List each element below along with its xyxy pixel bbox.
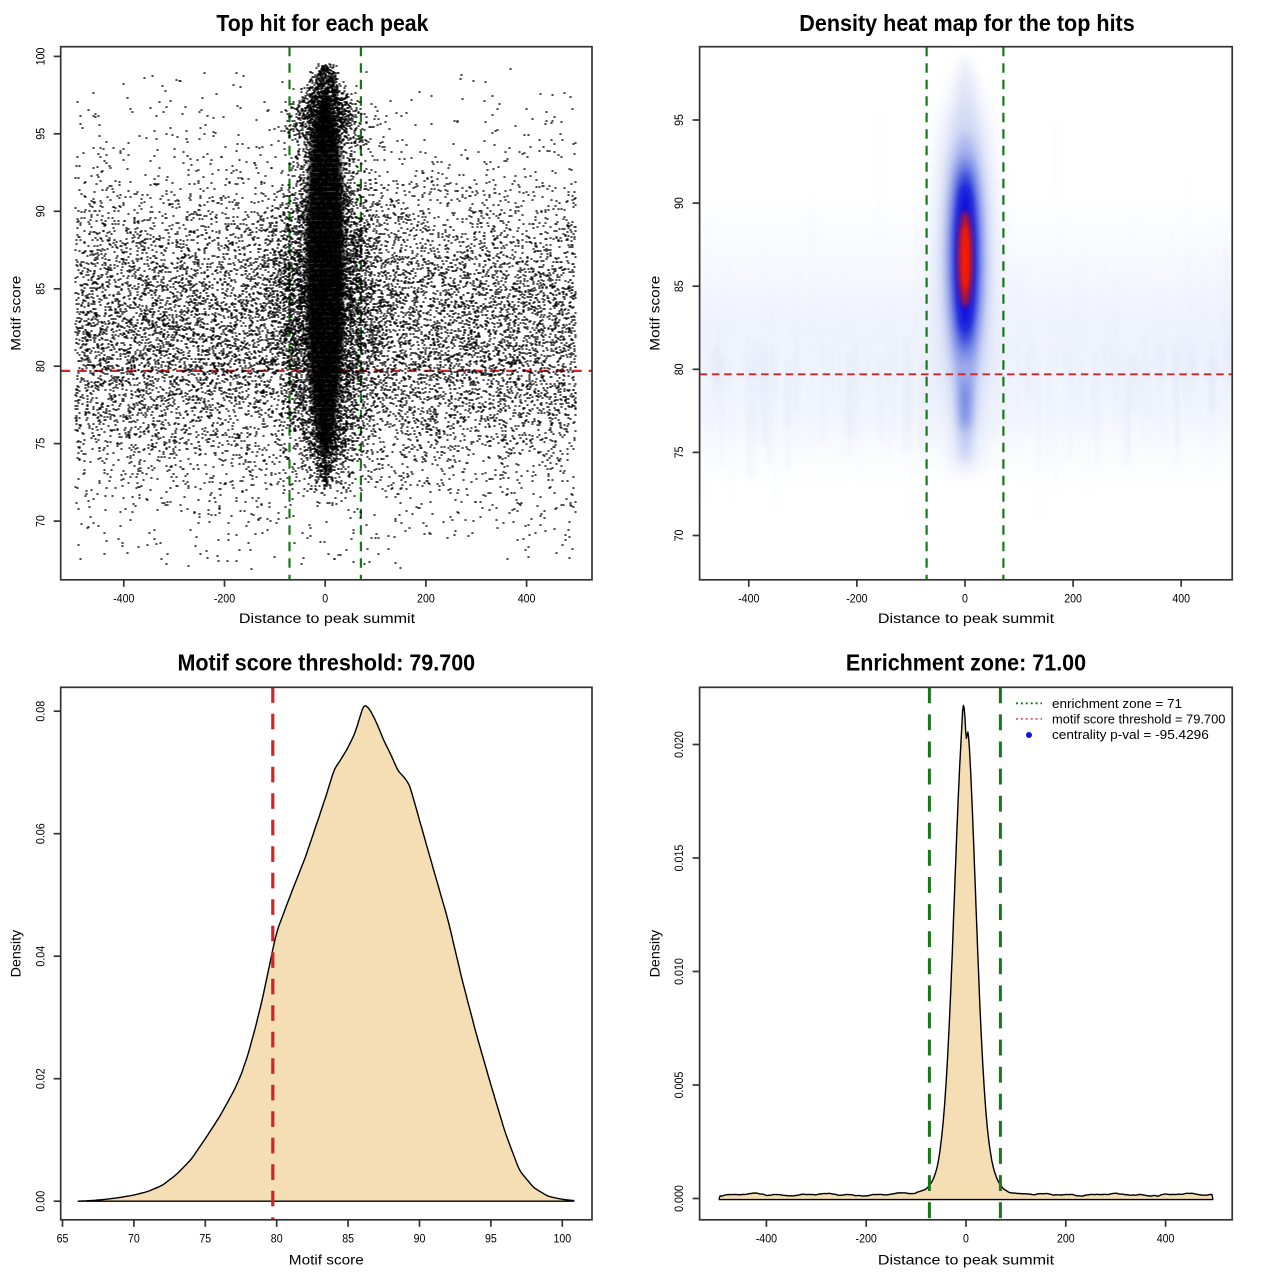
svg-text:70: 70 xyxy=(674,530,686,542)
svg-text:70: 70 xyxy=(35,515,47,527)
svg-text:200: 200 xyxy=(417,594,435,606)
svg-text:0: 0 xyxy=(322,594,328,606)
svg-text:Motif score: Motif score xyxy=(9,276,24,351)
svg-text:-400: -400 xyxy=(113,594,134,606)
svg-text:90: 90 xyxy=(674,197,686,209)
svg-text:75: 75 xyxy=(674,447,686,459)
svg-text:motif score threshold = 79.700: motif score threshold = 79.700 xyxy=(1052,713,1225,727)
svg-text:400: 400 xyxy=(1157,1234,1175,1246)
svg-text:-200: -200 xyxy=(846,594,867,606)
svg-text:Enrichment zone: 71.00: Enrichment zone: 71.00 xyxy=(846,650,1086,676)
svg-text:75: 75 xyxy=(35,438,47,450)
svg-text:200: 200 xyxy=(1064,594,1082,606)
svg-text:0: 0 xyxy=(963,1234,969,1246)
svg-text:85: 85 xyxy=(342,1234,354,1246)
svg-text:-400: -400 xyxy=(756,1234,777,1246)
svg-text:0.04: 0.04 xyxy=(35,945,47,966)
svg-text:100: 100 xyxy=(553,1234,571,1246)
svg-text:65: 65 xyxy=(57,1234,69,1246)
svg-text:0.000: 0.000 xyxy=(674,1185,686,1212)
svg-text:Motif score: Motif score xyxy=(289,1253,364,1268)
svg-text:0.010: 0.010 xyxy=(674,958,686,985)
svg-text:80: 80 xyxy=(35,360,47,372)
svg-text:0.06: 0.06 xyxy=(35,823,47,844)
svg-text:enrichment zone = 71: enrichment zone = 71 xyxy=(1052,697,1182,711)
svg-text:-400: -400 xyxy=(738,594,759,606)
svg-text:-200: -200 xyxy=(214,594,235,606)
svg-text:200: 200 xyxy=(1057,1234,1075,1246)
svg-text:400: 400 xyxy=(1172,594,1190,606)
svg-text:95: 95 xyxy=(674,114,686,126)
svg-text:0.00: 0.00 xyxy=(35,1191,47,1212)
svg-text:Distance to peak summit: Distance to peak summit xyxy=(878,611,1054,626)
svg-text:Motif score: Motif score xyxy=(648,276,663,351)
svg-text:80: 80 xyxy=(271,1234,283,1246)
svg-text:0.02: 0.02 xyxy=(35,1068,47,1089)
svg-text:0.005: 0.005 xyxy=(674,1072,686,1099)
svg-text:100: 100 xyxy=(35,48,47,66)
svg-text:400: 400 xyxy=(518,594,536,606)
svg-text:Density heat map for the top h: Density heat map for the top hits xyxy=(799,10,1135,36)
svg-text:90: 90 xyxy=(414,1234,426,1246)
svg-text:Density: Density xyxy=(9,930,24,978)
svg-text:Distance to peak summit: Distance to peak summit xyxy=(878,1253,1054,1268)
svg-text:0.08: 0.08 xyxy=(35,701,47,722)
svg-text:Top hit for each peak: Top hit for each peak xyxy=(216,10,429,36)
svg-text:centrality p-val = -95.4296: centrality p-val = -95.4296 xyxy=(1052,728,1209,742)
svg-text:90: 90 xyxy=(35,205,47,217)
svg-text:0.015: 0.015 xyxy=(674,845,686,872)
svg-text:85: 85 xyxy=(35,283,47,295)
svg-text:95: 95 xyxy=(485,1234,497,1246)
svg-text:Density: Density xyxy=(648,930,663,978)
svg-text:0.020: 0.020 xyxy=(674,731,686,758)
svg-text:85: 85 xyxy=(674,280,686,292)
svg-text:Motif score threshold: 79.700: Motif score threshold: 79.700 xyxy=(177,650,475,676)
svg-text:Distance to peak summit: Distance to peak summit xyxy=(239,611,415,626)
svg-text:75: 75 xyxy=(199,1234,211,1246)
svg-text:70: 70 xyxy=(128,1234,140,1246)
svg-text:95: 95 xyxy=(35,128,47,140)
svg-text:80: 80 xyxy=(674,363,686,375)
svg-text:-200: -200 xyxy=(856,1234,877,1246)
svg-text:0: 0 xyxy=(962,594,968,606)
